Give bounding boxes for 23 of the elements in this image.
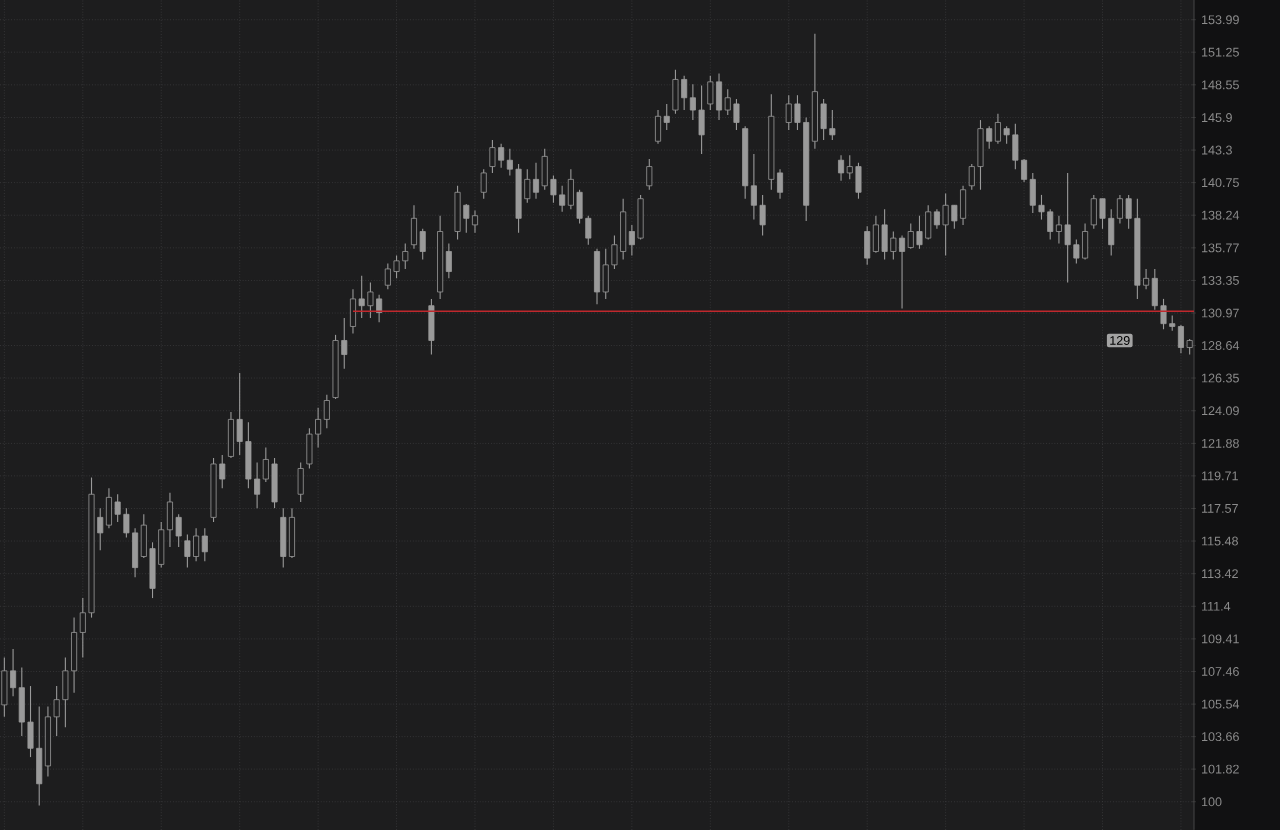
candlestick bbox=[672, 69, 679, 115]
candlestick bbox=[323, 394, 330, 429]
candlestick bbox=[977, 119, 984, 191]
candlestick bbox=[306, 427, 313, 470]
candlestick bbox=[201, 527, 208, 562]
candlestick bbox=[271, 457, 278, 509]
candlestick bbox=[593, 248, 601, 305]
candlestick bbox=[646, 158, 653, 191]
candlestick bbox=[489, 139, 496, 174]
candlestick bbox=[288, 507, 295, 559]
candlestick bbox=[707, 75, 714, 111]
candlestick bbox=[838, 154, 845, 182]
candlestick bbox=[637, 194, 644, 240]
candlestick bbox=[297, 461, 304, 503]
candlestick bbox=[655, 109, 662, 145]
candlestick bbox=[280, 507, 287, 569]
candlestick bbox=[428, 298, 435, 356]
candlestick bbox=[864, 225, 871, 266]
candlestick bbox=[471, 209, 479, 234]
candlestick bbox=[184, 533, 191, 569]
candlestick bbox=[532, 162, 540, 200]
candlestick bbox=[480, 168, 487, 200]
candlestick bbox=[698, 84, 705, 155]
